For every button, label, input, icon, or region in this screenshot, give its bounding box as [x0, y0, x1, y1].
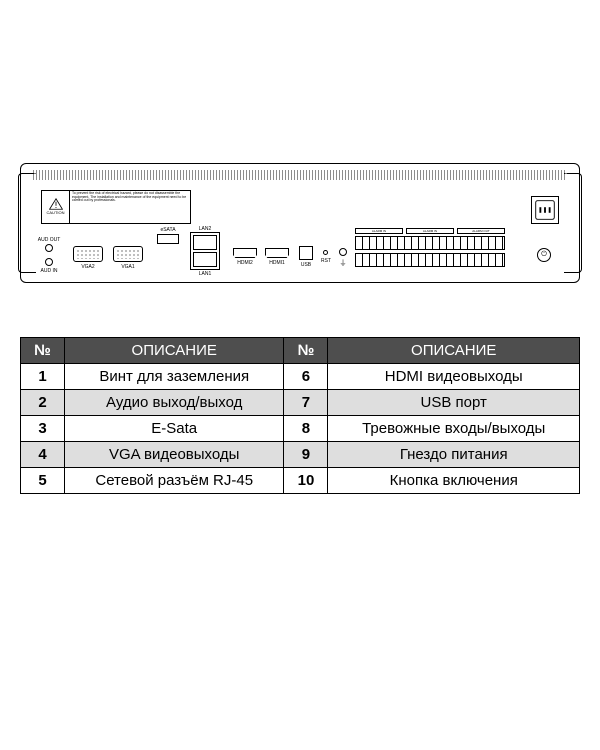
page: CAUTION To prevent the risk of electrica…: [0, 0, 600, 750]
cell-num: 3: [21, 416, 65, 442]
usb-port: [299, 246, 313, 260]
panel-area: CAUTION To prevent the risk of electrica…: [35, 186, 565, 274]
cell-desc: Тревожные входы/выходы: [328, 416, 580, 442]
lan-stack: [190, 232, 220, 270]
ground-screw: [339, 248, 347, 256]
alarm-out-label: ALARM OUT: [457, 228, 505, 234]
hdmi1-port: [265, 248, 289, 258]
esata-label: eSATA: [153, 227, 183, 233]
table-row: 4 VGA видеовыходы 9 Гнездо питания: [21, 442, 580, 468]
hdmi2-label: HDMI2: [231, 260, 259, 266]
table-row: 2 Аудио выход/выход 7 USB порт: [21, 390, 580, 416]
cell-desc: VGA видеовыходы: [65, 442, 284, 468]
caution-title: CAUTION: [47, 211, 65, 215]
table-body: 1 Винт для заземления 6 HDMI видеовыходы…: [21, 364, 580, 494]
alarm-in-2-label: ALARM IN: [406, 228, 454, 234]
rst-label: RST: [319, 258, 333, 264]
cell-num: 2: [21, 390, 65, 416]
cell-desc: Кнопка включения: [328, 468, 580, 494]
esata-port: [157, 234, 179, 244]
reset-pinhole: [323, 250, 328, 255]
description-table: № ОПИСАНИЕ № ОПИСАНИЕ 1 Винт для заземле…: [20, 337, 580, 494]
cell-num: 5: [21, 468, 65, 494]
vga1-port: [113, 246, 143, 262]
vga1-label: VGA1: [113, 264, 143, 270]
hdmi2-port: [233, 248, 257, 258]
top-vent-slots: [33, 170, 567, 180]
caution-label: CAUTION To prevent the risk of electrica…: [41, 190, 191, 224]
aud-out-label: AUD OUT: [37, 237, 61, 243]
terminal-headers: ALARM IN ALARM IN ALARM OUT: [355, 228, 505, 234]
vga2-label: VGA2: [73, 264, 103, 270]
cell-num: 7: [284, 390, 328, 416]
table-row: 1 Винт для заземления 6 HDMI видеовыходы: [21, 364, 580, 390]
warning-triangle-icon: [49, 198, 63, 210]
power-inlet: [531, 196, 559, 224]
device-rear-panel: CAUTION To prevent the risk of electrica…: [20, 143, 580, 313]
caution-icon: CAUTION: [42, 191, 70, 223]
cell-desc: Сетевой разъём RJ-45: [65, 468, 284, 494]
cell-desc: Гнездо питания: [328, 442, 580, 468]
vga2-port: [73, 246, 103, 262]
cell-num: 6: [284, 364, 328, 390]
cell-num: 10: [284, 468, 328, 494]
terminal-block-top: [355, 236, 505, 250]
col-num-right: №: [284, 338, 328, 364]
power-button: ⏻: [537, 248, 551, 262]
cell-desc: Винт для заземления: [65, 364, 284, 390]
terminal-block-bottom: [355, 253, 505, 267]
cell-desc: HDMI видеовыходы: [328, 364, 580, 390]
audio-out-jack: [45, 244, 53, 252]
lan1-label: LAN1: [190, 271, 220, 277]
chassis-outline: CAUTION To prevent the risk of electrica…: [20, 163, 580, 283]
cell-desc: USB порт: [328, 390, 580, 416]
col-num-left: №: [21, 338, 65, 364]
cell-desc: E-Sata: [65, 416, 284, 442]
table-row: 3 E-Sata 8 Тревожные входы/выходы: [21, 416, 580, 442]
cell-num: 8: [284, 416, 328, 442]
table-row: 5 Сетевой разъём RJ-45 10 Кнопка включен…: [21, 468, 580, 494]
table-header: № ОПИСАНИЕ № ОПИСАНИЕ: [21, 338, 580, 364]
cell-num: 4: [21, 442, 65, 468]
cell-num: 1: [21, 364, 65, 390]
aud-in-label: AUD IN: [37, 268, 61, 274]
hdmi1-label: HDMI1: [263, 260, 291, 266]
usb-label: USB: [297, 262, 315, 268]
ground-label: ⏚: [337, 258, 349, 268]
iec-socket-icon: [532, 197, 558, 223]
col-desc-left: ОПИСАНИЕ: [65, 338, 284, 364]
caution-text: To prevent the risk of electrical hazard…: [70, 191, 190, 223]
lan2-label: LAN2: [190, 226, 220, 232]
audio-in-jack: [45, 258, 53, 266]
cell-desc: Аудио выход/выход: [65, 390, 284, 416]
alarm-in-1-label: ALARM IN: [355, 228, 403, 234]
col-desc-right: ОПИСАНИЕ: [328, 338, 580, 364]
cell-num: 9: [284, 442, 328, 468]
